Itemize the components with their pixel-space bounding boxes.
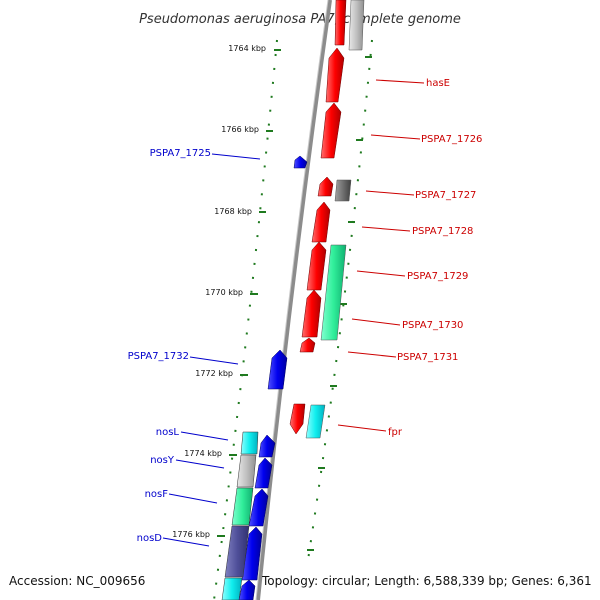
gene-arrow[interactable] bbox=[317, 176, 334, 197]
gene-label-nosf[interactable]: nosF bbox=[145, 489, 169, 500]
tick-label: 1766 kbp bbox=[221, 125, 259, 134]
leader-line bbox=[365, 190, 415, 196]
gene-arrow[interactable] bbox=[306, 241, 327, 291]
left-leader-lines bbox=[162, 153, 261, 547]
tick-label: 1776 kbp bbox=[172, 530, 210, 539]
gene-arrow[interactable] bbox=[320, 102, 342, 159]
gene-arrow[interactable] bbox=[325, 47, 345, 103]
gene-arrow[interactable] bbox=[301, 289, 322, 338]
genome-summary-text: Topology: circular; Length: 6,588,339 bp… bbox=[262, 574, 592, 588]
leader-line bbox=[337, 424, 387, 432]
gene-label-pspa7-1732[interactable]: PSPA7_1732 bbox=[128, 351, 189, 362]
leader-line bbox=[175, 459, 225, 469]
accession-text: Accession: NC_009656 bbox=[9, 574, 146, 588]
outer-ring-blocks bbox=[305, 0, 365, 439]
gene-block[interactable] bbox=[236, 454, 257, 488]
tick-label: 1774 kbp bbox=[184, 449, 222, 458]
gene-label-pspa7-1729[interactable]: PSPA7_1729 bbox=[407, 271, 468, 282]
tick-label: 1764 kbp bbox=[228, 44, 266, 53]
gene-arrow[interactable] bbox=[248, 488, 269, 527]
reverse-strand-genes bbox=[289, 0, 347, 435]
gene-label-pspa7-1725[interactable]: PSPA7_1725 bbox=[150, 148, 211, 159]
gene-arrow[interactable] bbox=[311, 201, 331, 243]
gene-arrow[interactable] bbox=[254, 457, 273, 489]
outer-tick-marks bbox=[307, 56, 372, 551]
gene-label-nosy[interactable]: nosY bbox=[150, 455, 175, 466]
gene-label-fpr[interactable]: fpr bbox=[388, 427, 403, 438]
gene-block[interactable] bbox=[224, 525, 250, 578]
gene-arrow[interactable] bbox=[293, 155, 308, 169]
outer-guide-line bbox=[307, 39, 373, 561]
gene-label-hase[interactable]: hasE bbox=[426, 78, 450, 89]
genome-backbone bbox=[256, 0, 332, 600]
tick-label: 1772 kbp bbox=[195, 369, 233, 378]
gene-arrow[interactable] bbox=[289, 403, 306, 435]
gene-label-pspa7-1730[interactable]: PSPA7_1730 bbox=[402, 320, 463, 331]
leader-line bbox=[211, 153, 261, 160]
leader-line bbox=[162, 537, 210, 547]
map-title: Pseudomonas aeruginosa PA7, complete gen… bbox=[139, 12, 461, 27]
gene-label-nosl[interactable]: nosL bbox=[156, 427, 180, 438]
tick-label: 1768 kbp bbox=[214, 207, 252, 216]
gene-arrow[interactable] bbox=[258, 434, 276, 458]
gene-arrow[interactable] bbox=[299, 337, 316, 353]
gene-arrow[interactable] bbox=[267, 349, 288, 390]
leader-line bbox=[347, 351, 397, 358]
leader-line bbox=[180, 431, 229, 441]
gene-label-pspa7-1726[interactable]: PSPA7_1726 bbox=[421, 134, 482, 145]
gene-label-pspa7-1728[interactable]: PSPA7_1728 bbox=[412, 226, 473, 237]
tick-marks bbox=[217, 49, 281, 537]
nos-cluster-blocks bbox=[221, 431, 259, 600]
leader-line bbox=[168, 493, 218, 504]
gene-label-pspa7-1727[interactable]: PSPA7_1727 bbox=[415, 190, 476, 201]
gene-block[interactable] bbox=[334, 179, 352, 202]
gene-block[interactable] bbox=[231, 487, 254, 526]
tick-label: 1770 kbp bbox=[205, 288, 243, 297]
gene-block[interactable] bbox=[348, 0, 365, 51]
gene-label-pspa7-1731[interactable]: PSPA7_1731 bbox=[397, 352, 458, 363]
gene-block[interactable] bbox=[320, 244, 347, 341]
gene-label-nosd[interactable]: nosD bbox=[137, 533, 163, 544]
gene-block[interactable] bbox=[221, 577, 243, 600]
leader-line bbox=[351, 318, 401, 326]
leader-line bbox=[370, 134, 421, 140]
leader-line bbox=[375, 79, 425, 84]
gene-arrow[interactable] bbox=[334, 0, 347, 46]
leader-line bbox=[361, 226, 411, 232]
leader-line bbox=[189, 356, 239, 365]
gene-block[interactable] bbox=[305, 404, 326, 439]
leader-line bbox=[356, 270, 406, 277]
right-leader-lines bbox=[337, 79, 425, 432]
gene-block[interactable] bbox=[240, 431, 259, 455]
forward-strand-genes bbox=[238, 155, 308, 600]
